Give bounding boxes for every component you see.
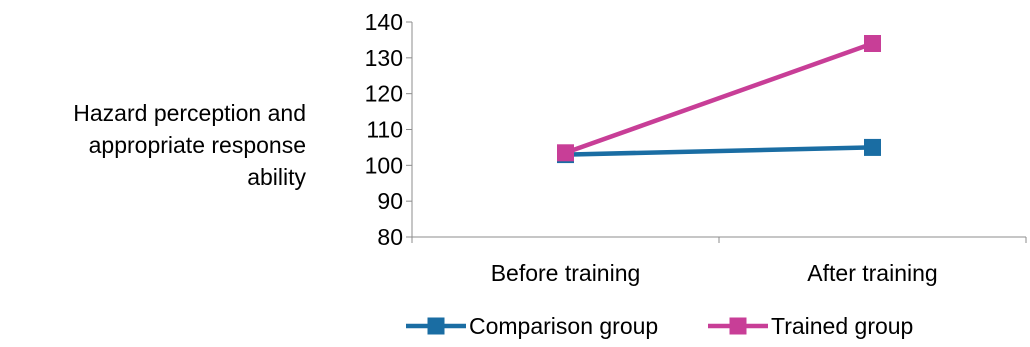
y-tick-labels: 80 90 100 110 120 130 140 xyxy=(365,9,403,250)
legend-label: Trained group xyxy=(771,313,913,339)
data-point xyxy=(864,35,881,52)
y-tick-label: 110 xyxy=(366,117,403,143)
y-tick-label: 90 xyxy=(377,188,403,214)
y-axis-title: Hazard perception and appropriate respon… xyxy=(73,100,306,190)
data-point xyxy=(864,138,881,156)
legend-item-2: Trained group xyxy=(708,313,913,339)
series-line xyxy=(565,145,873,157)
y-axis-title-line-2: appropriate response xyxy=(89,132,306,158)
y-tick-label: 80 xyxy=(377,224,403,250)
data-point xyxy=(557,144,574,162)
x-category-label: After training xyxy=(807,260,937,286)
y-tick-label: 120 xyxy=(365,81,403,107)
x-category-label: Before training xyxy=(491,260,641,286)
y-axis-title-line-1: Hazard perception and xyxy=(73,100,306,126)
legend-item-1: Comparison group xyxy=(406,313,658,339)
series-layer xyxy=(557,35,881,164)
axes xyxy=(406,21,1027,243)
legend-swatch-marker xyxy=(427,317,445,335)
x-category-labels: Before training After training xyxy=(491,260,938,286)
y-axis-title-line-3: ability xyxy=(247,164,306,190)
legend-swatch-marker xyxy=(729,317,747,335)
series-1 xyxy=(557,138,881,164)
series-2 xyxy=(557,35,881,162)
y-tick-label: 140 xyxy=(365,9,403,35)
series-line xyxy=(564,41,874,155)
y-tick-label: 100 xyxy=(365,152,403,178)
y-tick-label: 130 xyxy=(365,45,403,71)
legend: Comparison group Trained group xyxy=(406,313,913,339)
legend-label: Comparison group xyxy=(469,313,658,339)
